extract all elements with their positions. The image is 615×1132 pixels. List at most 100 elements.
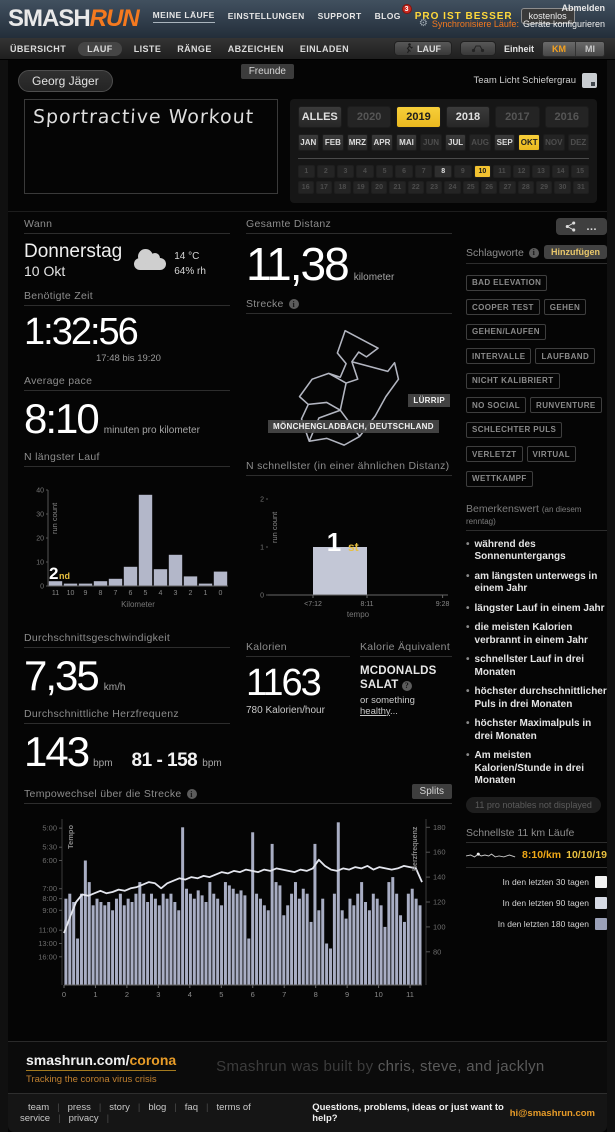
tag-pill[interactable]: NO SOCIAL: [466, 397, 527, 413]
nav-meine-laeufe[interactable]: MEINE LÄUFE: [152, 10, 215, 23]
share-menu[interactable]: …: [556, 218, 607, 235]
day-button-22[interactable]: 22: [407, 181, 424, 194]
month-button-apr[interactable]: APR: [371, 134, 393, 151]
day-button-19[interactable]: 19: [352, 181, 369, 194]
runner-name-pill[interactable]: Georg Jäger: [18, 70, 113, 92]
more-options-icon[interactable]: …: [586, 220, 598, 233]
year-button-2016[interactable]: 2016: [544, 106, 589, 128]
route-map[interactable]: LÜRRIP MÖNCHENGLADBACH, DEUTSCHLAND: [246, 321, 452, 449]
year-button-2019[interactable]: 2019: [396, 106, 441, 128]
day-button-26[interactable]: 26: [480, 181, 498, 194]
day-button-10[interactable]: 10: [473, 165, 492, 178]
gps-device-button[interactable]: [459, 41, 496, 56]
day-button-7[interactable]: 7: [414, 165, 433, 178]
sync-laeufe-link[interactable]: Synchronisiere Läufe:: [431, 18, 519, 29]
month-button-dez[interactable]: DEZ: [567, 134, 590, 151]
month-button-feb[interactable]: FEB: [322, 134, 344, 151]
day-button-2[interactable]: 2: [317, 165, 335, 178]
nav-einstellungen[interactable]: EINSTELLUNGEN: [227, 11, 305, 21]
tag-pill[interactable]: WETTKAMPF: [466, 470, 533, 487]
month-button-nov[interactable]: NOV: [543, 134, 565, 151]
info-icon[interactable]: i: [528, 247, 539, 258]
day-button-13[interactable]: 13: [532, 165, 550, 178]
footer-link-press[interactable]: press: [67, 1102, 91, 1113]
day-button-6[interactable]: 6: [395, 165, 413, 178]
tab-abzeichen[interactable]: ABZEICHEN: [227, 43, 284, 54]
info-icon[interactable]: i: [288, 299, 299, 309]
tab-uebersicht[interactable]: ÜBERSICHT: [10, 43, 67, 54]
month-button-jul[interactable]: JUL: [444, 134, 467, 151]
day-button-25[interactable]: 25: [462, 181, 479, 194]
info-icon[interactable]: i: [186, 789, 197, 799]
tag-pill[interactable]: RUNVENTURE: [530, 397, 602, 413]
tag-pill[interactable]: INTERVALLE: [466, 348, 532, 364]
day-button-17[interactable]: 17: [315, 181, 333, 194]
year-button-2020[interactable]: 2020: [346, 106, 392, 128]
footer-link-privacy[interactable]: privacy: [68, 1113, 99, 1124]
tag-pill[interactable]: SCHLECHTER PULS: [466, 421, 563, 438]
day-button-21[interactable]: 21: [389, 181, 406, 194]
best-pace-date[interactable]: 10/10/19: [566, 849, 607, 861]
day-button-12[interactable]: 12: [512, 165, 531, 178]
splits-button[interactable]: Splits: [411, 784, 452, 799]
tag-pill[interactable]: VERLETZT: [466, 446, 523, 462]
healthy-link[interactable]: healthy: [360, 705, 390, 717]
month-button-jun[interactable]: JUN: [420, 134, 442, 151]
day-button-9[interactable]: 9: [454, 165, 472, 178]
day-button-31[interactable]: 31: [572, 181, 590, 194]
year-button-2018[interactable]: 2018: [445, 106, 491, 128]
tag-pill[interactable]: BAD ELEVATION: [466, 274, 548, 291]
year-button-2017[interactable]: 2017: [495, 106, 540, 128]
smashrun-logo[interactable]: SMASHRUN: [8, 5, 140, 32]
abmelden-link[interactable]: Abmelden: [561, 3, 605, 13]
day-button-8[interactable]: 8: [434, 165, 453, 178]
tag-pill[interactable]: COOPER TEST: [466, 299, 540, 315]
photo-icon[interactable]: [582, 73, 597, 88]
geraete-konfigurieren-link[interactable]: Geräte konfigurieren: [522, 18, 605, 29]
day-button-3[interactable]: 3: [336, 165, 355, 178]
freunde-button[interactable]: Freunde: [240, 64, 294, 79]
tab-raenge[interactable]: RÄNGE: [177, 43, 212, 54]
footer-link-team[interactable]: team: [28, 1102, 50, 1113]
month-button-aug[interactable]: AUG: [469, 134, 491, 151]
legend-swatch[interactable]: [595, 917, 607, 930]
month-button-jan[interactable]: JAN: [297, 134, 320, 151]
day-button-29[interactable]: 29: [536, 181, 553, 194]
month-button-mrz[interactable]: MRZ: [346, 134, 369, 151]
footer-email-link[interactable]: hi@smashrun.com: [509, 1107, 595, 1119]
day-button-5[interactable]: 5: [375, 165, 394, 178]
unit-km-button[interactable]: KM: [543, 41, 576, 56]
tag-pill[interactable]: LAUFBAND: [535, 348, 596, 364]
day-button-18[interactable]: 18: [334, 181, 351, 194]
day-button-20[interactable]: 20: [370, 181, 388, 194]
info-icon[interactable]: ?: [401, 681, 412, 692]
corona-link[interactable]: smashrun.com/corona: [26, 1052, 177, 1071]
tag-pill[interactable]: VIRTUAL: [526, 446, 577, 462]
footer-link-story[interactable]: story: [109, 1102, 130, 1113]
legend-swatch[interactable]: [595, 875, 607, 888]
year-button-alles[interactable]: ALLES: [297, 106, 342, 128]
day-button-27[interactable]: 27: [499, 181, 516, 194]
footer-link-faq[interactable]: faq: [184, 1102, 199, 1113]
day-button-24[interactable]: 24: [444, 181, 461, 194]
day-button-1[interactable]: 1: [297, 165, 316, 178]
day-button-4[interactable]: 4: [356, 165, 374, 178]
footer-link-blog[interactable]: blog: [148, 1102, 167, 1113]
month-button-okt[interactable]: OKT: [518, 134, 540, 151]
day-button-15[interactable]: 15: [571, 165, 589, 178]
unit-mi-button[interactable]: MI: [585, 43, 595, 54]
tab-einladen[interactable]: EINLADEN: [299, 43, 350, 54]
tag-pill[interactable]: NICHT KALIBRIERT: [466, 372, 560, 389]
best-pace-value[interactable]: 8:10/km: [522, 849, 562, 861]
day-button-28[interactable]: 28: [517, 181, 534, 194]
pro-ist-besser-label[interactable]: PRO IST BESSER: [414, 10, 513, 22]
lauf-action-button[interactable]: LAUF: [393, 41, 452, 56]
nav-support[interactable]: SUPPORT: [317, 11, 362, 21]
tag-pill[interactable]: GEHEN/LAUFEN: [466, 323, 546, 340]
month-button-mai[interactable]: MAI: [395, 134, 418, 151]
tab-liste[interactable]: LISTE: [133, 43, 162, 54]
day-button-16[interactable]: 16: [297, 181, 314, 194]
hinzufuegen-button[interactable]: Hinzufügen: [544, 245, 607, 259]
run-notes-box[interactable]: Sportractive Workout: [24, 99, 278, 194]
day-button-14[interactable]: 14: [551, 165, 570, 178]
